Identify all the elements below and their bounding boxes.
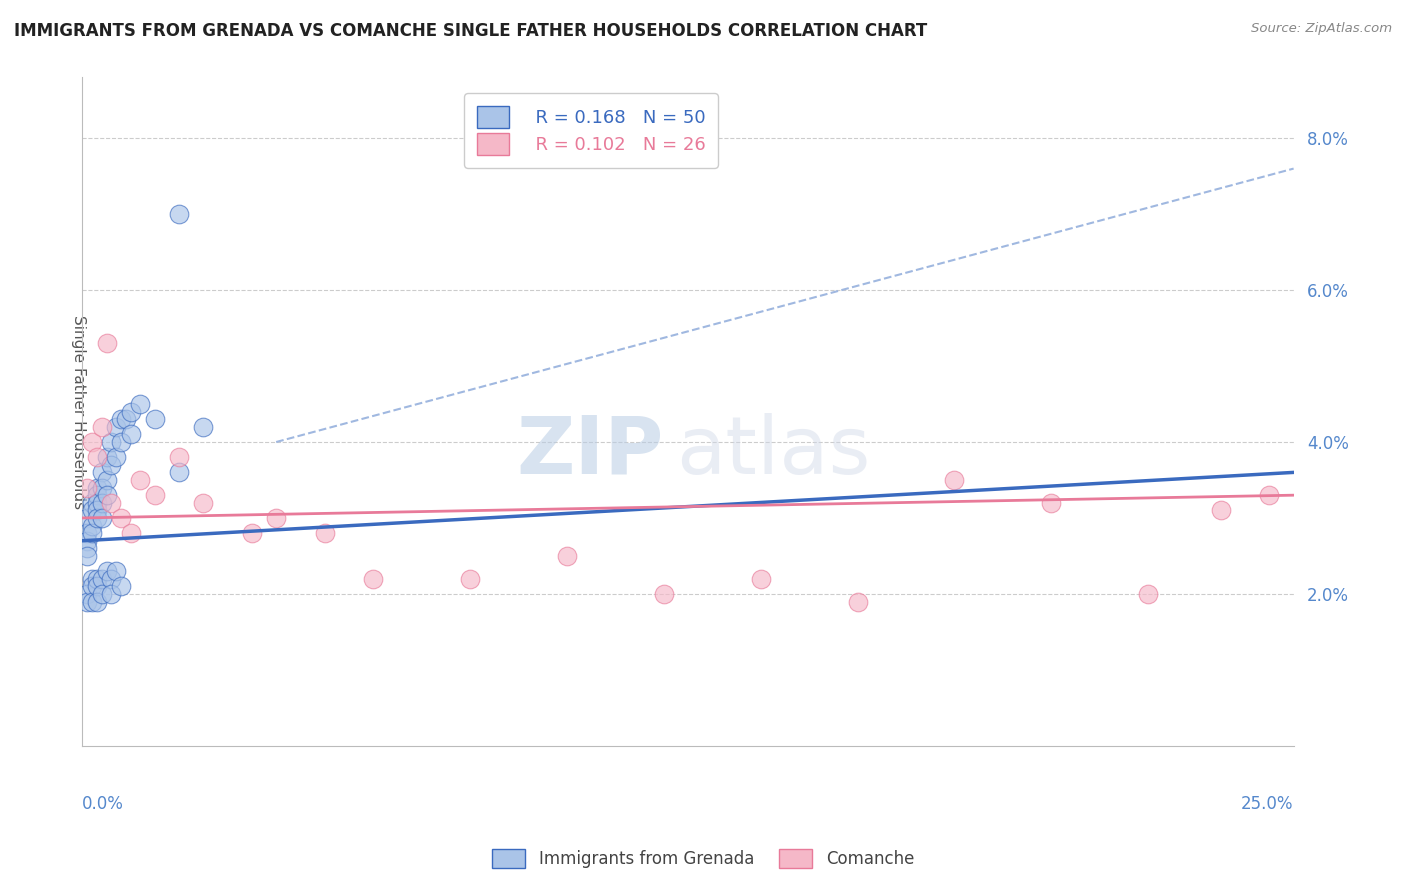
Legend:   R = 0.168   N = 50,   R = 0.102   N = 26: R = 0.168 N = 50, R = 0.102 N = 26 (464, 93, 718, 168)
Point (1209, 503, 1232, 517)
Point (96, 488, 118, 502)
Point (240, 526, 263, 541)
Point (76, 587, 98, 601)
Text: Source: ZipAtlas.com: Source: ZipAtlas.com (1251, 22, 1392, 36)
Point (264, 511, 287, 525)
Point (90, 466, 112, 480)
Point (115, 412, 138, 426)
Point (167, 207, 190, 221)
Point (143, 488, 166, 502)
Point (80, 579, 103, 593)
Point (86, 572, 108, 586)
Point (193, 420, 215, 434)
Point (86, 594, 108, 608)
Point (143, 412, 166, 426)
Point (105, 564, 128, 578)
Point (100, 572, 122, 586)
Point (167, 450, 190, 465)
Point (80, 496, 103, 510)
Point (846, 594, 869, 608)
Point (80, 503, 103, 517)
Point (943, 473, 966, 487)
Point (96, 450, 118, 465)
Point (90, 420, 112, 434)
Point (86, 503, 108, 517)
Point (1258, 488, 1281, 502)
Text: 25.0%: 25.0% (1241, 795, 1294, 814)
Point (96, 564, 118, 578)
Point (86, 481, 108, 495)
Point (458, 572, 481, 586)
Point (86, 511, 108, 525)
Point (361, 572, 384, 586)
Point (1137, 587, 1160, 601)
Text: atlas: atlas (676, 413, 870, 491)
Point (652, 587, 675, 601)
Legend: Immigrants from Grenada, Comanche: Immigrants from Grenada, Comanche (485, 842, 921, 875)
Point (110, 412, 132, 426)
Point (76, 541, 98, 556)
Point (555, 549, 578, 563)
Point (110, 511, 132, 525)
Point (80, 518, 103, 533)
Point (96, 336, 118, 351)
Point (96, 473, 118, 487)
Point (120, 404, 142, 418)
Point (80, 572, 103, 586)
Point (86, 496, 108, 510)
Point (86, 488, 108, 502)
Point (110, 435, 132, 450)
Point (100, 458, 122, 472)
Point (90, 572, 112, 586)
Point (110, 579, 132, 593)
Point (76, 481, 98, 495)
Point (120, 427, 142, 442)
Point (90, 511, 112, 525)
Point (86, 579, 108, 593)
Text: IMMIGRANTS FROM GRENADA VS COMANCHE SINGLE FATHER HOUSEHOLDS CORRELATION CHART: IMMIGRANTS FROM GRENADA VS COMANCHE SING… (14, 22, 928, 40)
Point (314, 526, 336, 541)
Point (90, 587, 112, 601)
Point (129, 397, 152, 411)
Text: ZIP: ZIP (516, 413, 664, 491)
Point (86, 450, 108, 465)
Point (80, 526, 103, 541)
Point (167, 466, 190, 480)
Point (100, 587, 122, 601)
Point (1040, 496, 1063, 510)
Point (80, 594, 103, 608)
Y-axis label: Single Father Households: Single Father Households (72, 315, 86, 508)
Point (76, 594, 98, 608)
Point (76, 533, 98, 548)
Point (76, 511, 98, 525)
Point (105, 450, 128, 465)
Point (120, 526, 142, 541)
Point (80, 435, 103, 450)
Point (90, 481, 112, 495)
Point (76, 549, 98, 563)
Text: 0.0%: 0.0% (83, 795, 124, 814)
Point (749, 572, 772, 586)
Point (100, 435, 122, 450)
Point (105, 420, 128, 434)
Point (76, 526, 98, 541)
Point (193, 496, 215, 510)
Point (90, 496, 112, 510)
Point (100, 496, 122, 510)
Point (129, 473, 152, 487)
